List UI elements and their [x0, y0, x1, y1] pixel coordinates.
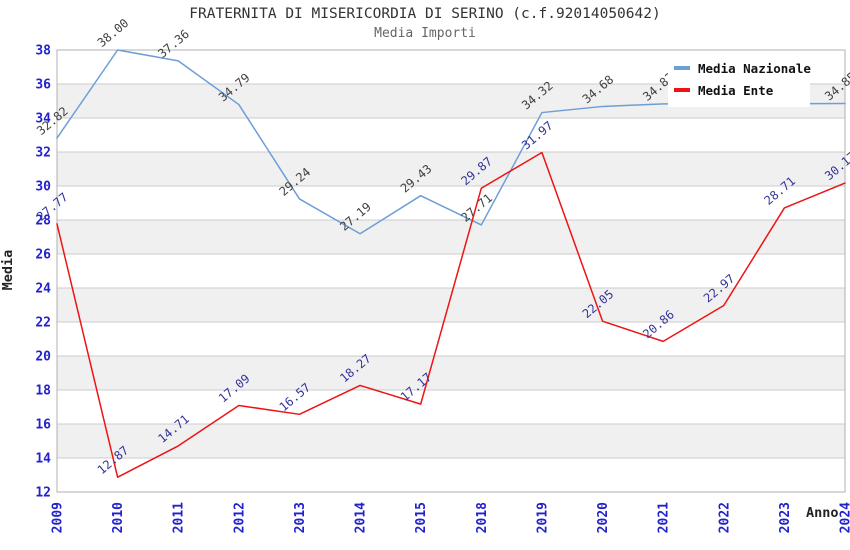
x-tick-label: 2015 [414, 502, 429, 533]
y-axis-title: Media [0, 249, 16, 291]
plot-band [57, 458, 845, 492]
legend-line-swatch-blue [674, 66, 690, 70]
y-tick-label: 14 [35, 452, 51, 467]
x-tick-label: 2022 [717, 502, 732, 533]
plot-band [57, 254, 845, 288]
y-tick-label: 24 [35, 282, 51, 297]
chart-title: FRATERNITA DI MISERICORDIA DI SERINO (c.… [189, 6, 661, 22]
x-tick-label: 2013 [293, 502, 308, 533]
y-tick-label: 12 [35, 486, 51, 501]
plot-band [57, 220, 845, 254]
legend-item-media-ente: Media Ente [674, 79, 810, 101]
y-tick-label: 28 [35, 214, 51, 229]
x-tick-label: 2021 [657, 502, 672, 533]
x-tick-label: 2012 [232, 502, 247, 533]
plot-band [57, 322, 845, 356]
chart-subtitle: Media Importi [374, 26, 476, 41]
x-tick-label: 2014 [354, 502, 369, 533]
plot-band [57, 288, 845, 322]
plot-band [57, 152, 845, 186]
y-tick-label: 32 [35, 146, 51, 161]
x-tick-label: 2011 [172, 502, 187, 533]
y-tick-label: 26 [35, 248, 51, 263]
x-tick-label: 2023 [778, 502, 793, 533]
plot-band [57, 356, 845, 390]
x-tick-label: 2020 [596, 502, 611, 533]
x-tick-label: 2018 [475, 502, 490, 533]
legend-label: Media Ente [698, 82, 774, 98]
y-tick-label: 18 [35, 384, 51, 399]
legend: Media Nazionale Media Ente [668, 51, 811, 107]
x-tick-label: 2019 [535, 502, 550, 533]
y-tick-label: 30 [35, 180, 51, 195]
y-tick-label: 22 [35, 316, 51, 331]
plot-band [57, 424, 845, 458]
y-tick-label: 36 [35, 78, 51, 93]
y-tick-label: 20 [35, 350, 51, 365]
plot-band [57, 118, 845, 152]
x-tick-label: 2024 [839, 502, 850, 533]
plot-band [57, 390, 845, 424]
plot-border [56, 49, 846, 493]
legend-item-media-nazionale: Media Nazionale [674, 57, 811, 79]
legend-label: Media Nazionale [698, 60, 811, 76]
y-tick-label: 34 [35, 112, 51, 127]
series-line-media-ente [56, 151, 846, 478]
x-axis-title: Anno [806, 505, 839, 521]
plot-band [57, 186, 845, 220]
x-tick-label: 2009 [51, 502, 66, 533]
y-tick-label: 38 [35, 44, 51, 59]
x-tick-label: 2010 [111, 502, 126, 533]
legend-line-swatch-red [674, 88, 690, 92]
y-tick-label: 16 [35, 418, 51, 433]
